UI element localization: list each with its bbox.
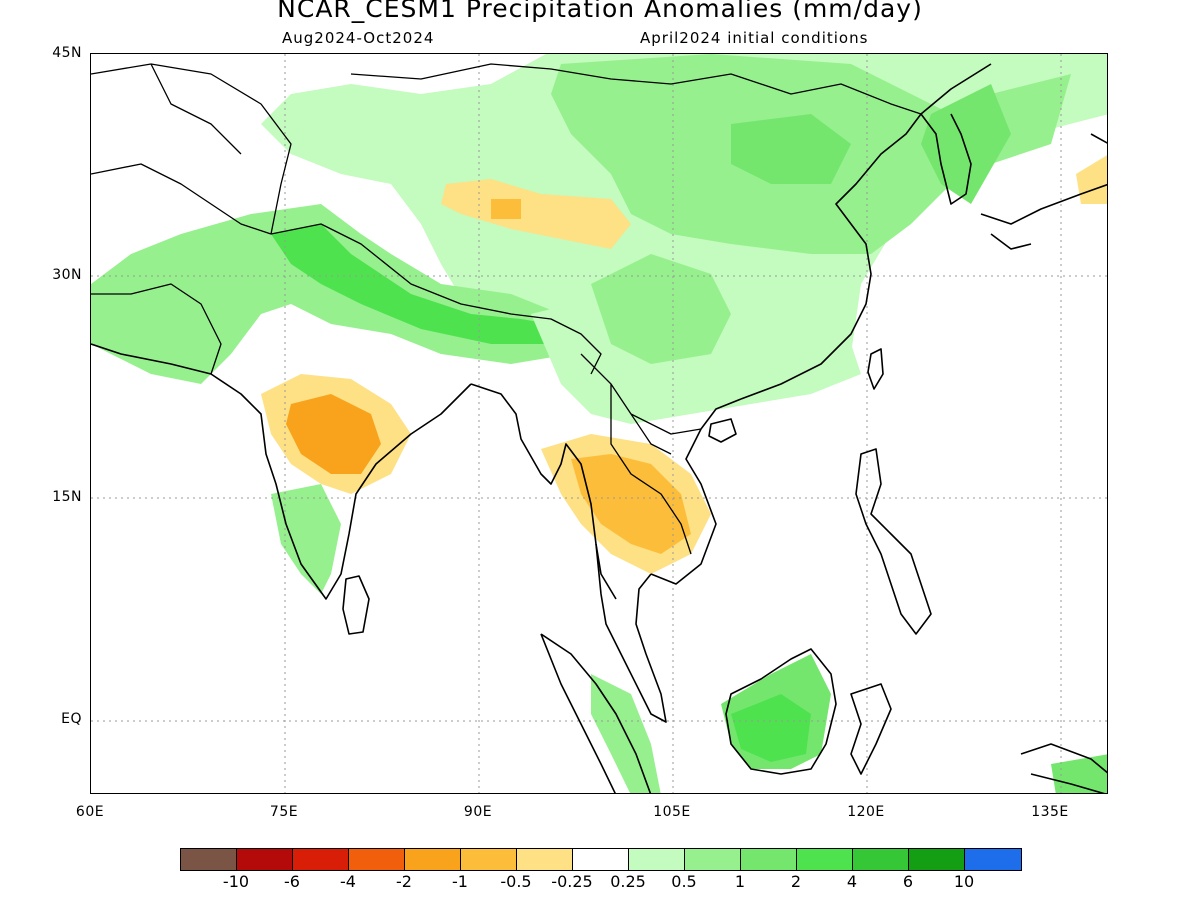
- philippines-coastline: [855, 448, 932, 635]
- colorbar-swatch: [181, 849, 237, 870]
- vietnam-coastline: [650, 398, 742, 585]
- anomaly-region-mongolia-core: [731, 114, 851, 184]
- y-tick-label: 15N: [52, 489, 82, 505]
- coastlines: [91, 63, 1107, 793]
- colorbar-label: -10: [222, 872, 250, 891]
- taiwan-coastline: [867, 348, 884, 390]
- colorbar-swatch: [629, 849, 685, 870]
- colorbar-label: -2: [396, 872, 412, 891]
- y-tick-label: 30N: [52, 267, 82, 283]
- colorbar-swatch: [797, 849, 853, 870]
- colorbar-swatch: [461, 849, 517, 870]
- pakistan-border: [91, 283, 222, 375]
- colorbar-swatch: [573, 849, 629, 870]
- anomaly-region-yunnan: [591, 254, 731, 364]
- indochina-borders: [580, 353, 702, 555]
- china-india-border: [270, 223, 602, 375]
- anomaly-region-himalaya: [271, 224, 551, 344]
- anomaly-region-central-india-core: [286, 394, 381, 474]
- colorbar-label: 4: [846, 872, 858, 891]
- anomaly-region-indochina-core: [571, 454, 691, 554]
- colorbar-label: 0.5: [671, 872, 697, 891]
- x-tick-label: 60E: [75, 804, 105, 820]
- colorbar-swatch: [909, 849, 965, 870]
- colorbar-swatch: [293, 849, 349, 870]
- anomaly-region-japan: [1076, 155, 1107, 204]
- china-coastline: [740, 63, 992, 400]
- colorbar-label: 10: [953, 872, 975, 891]
- colorbar: [180, 848, 1022, 871]
- anomaly-region-new-guinea: [1051, 754, 1107, 793]
- precipitation-anomaly-map: [90, 53, 1108, 794]
- sulawesi-coastline: [850, 683, 892, 775]
- x-tick-label: 90E: [463, 804, 493, 820]
- mongolia-border: [350, 63, 922, 115]
- sumatra-coastline: [540, 633, 652, 793]
- x-tick-label: 135E: [1031, 804, 1069, 820]
- hainan-coastline: [708, 418, 737, 443]
- colorbar-label: -4: [340, 872, 356, 891]
- y-tick-label: EQ: [61, 711, 82, 727]
- colorbar-swatch: [237, 849, 293, 870]
- y-tick-label: 45N: [52, 45, 82, 61]
- colorbar-label: 6: [902, 872, 914, 891]
- x-tick-label: 75E: [269, 804, 299, 820]
- colorbar-swatch: [405, 849, 461, 870]
- anomaly-region-tibet-core: [491, 199, 521, 219]
- forecast-period: Aug2024-Oct2024: [282, 29, 435, 47]
- colorbar-label: 1: [734, 872, 746, 891]
- anomaly-region-sw-india: [271, 484, 341, 594]
- colorbar-label: -6: [284, 872, 300, 891]
- anomaly-region-tibet: [441, 179, 631, 249]
- initial-conditions: April2024 initial conditions: [640, 29, 869, 47]
- colorbar-swatch: [965, 849, 1021, 870]
- map-title: NCAR_CESM1 Precipitation Anomalies (mm/d…: [277, 0, 923, 23]
- anomaly-region-borneo-inner: [731, 694, 811, 762]
- colorbar-label: -0.5: [500, 872, 532, 891]
- malay-peninsula-coastline: [595, 543, 667, 723]
- new-guinea-coastline: [1020, 743, 1107, 793]
- colorbar-label: 2: [790, 872, 802, 891]
- japan-coastline: [980, 133, 1107, 250]
- colorbar-swatch: [517, 849, 573, 870]
- colorbar-label: -0.25: [551, 872, 593, 891]
- x-tick-label: 105E: [653, 804, 691, 820]
- anomaly-region-north-india: [91, 204, 571, 384]
- india-coastline: [91, 343, 472, 600]
- central-asia-borders: [91, 63, 292, 235]
- gridlines: [91, 54, 1107, 793]
- colorbar-swatch: [685, 849, 741, 870]
- map-canvas: [91, 54, 1107, 793]
- x-tick-label: 120E: [847, 804, 885, 820]
- anomaly-fills: [91, 54, 1107, 793]
- korea-coastline: [920, 113, 972, 205]
- colorbar-swatch: [349, 849, 405, 870]
- borneo-coastline: [725, 648, 837, 775]
- sri-lanka-coastline: [342, 575, 370, 635]
- colorbar-label: 0.25: [610, 872, 646, 891]
- colorbar-label: -1: [452, 872, 468, 891]
- colorbar-swatch: [741, 849, 797, 870]
- colorbar-swatch: [853, 849, 909, 870]
